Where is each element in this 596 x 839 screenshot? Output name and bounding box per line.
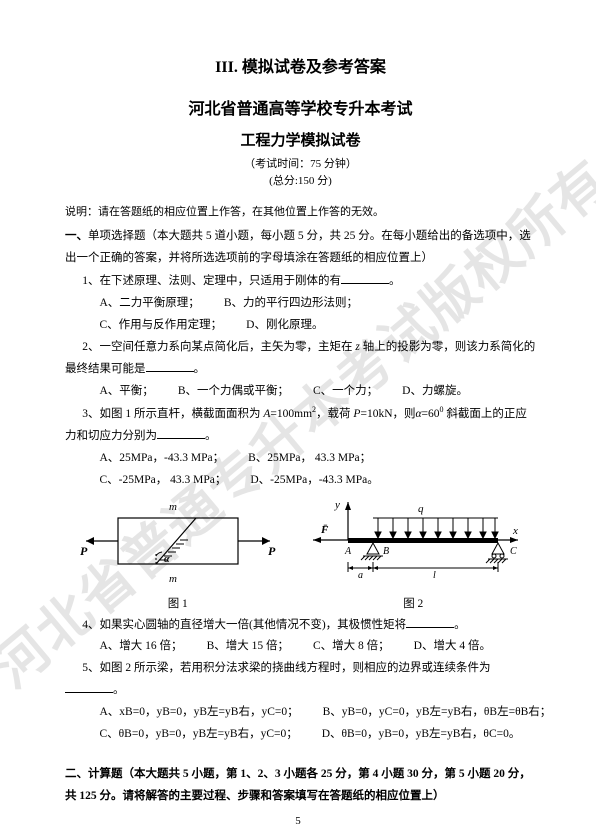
q3-opt-b: B、25MPa， 43.3 MPa； xyxy=(248,448,371,470)
question-5: 5、如图 2 所示梁，若用积分法求梁的挠曲线方程时，则相应的边界或连续条件为。 xyxy=(65,658,536,702)
part2-heading-text: 二、计算题（本大题共 5 小题，第 1、2、3 小题各 25 分，第 4 小题 … xyxy=(65,768,531,802)
q4-opt-a: A、增大 16 倍； xyxy=(100,636,183,658)
q3-opt-d: D、-25MPa，-43.3 MPa。 xyxy=(250,470,378,492)
q1-options-2: C、作用与反作用定理； D、刚化原理。 xyxy=(65,315,536,337)
q4-options: A、增大 16 倍； B、增大 15 倍； C、增大 8 倍； D、增大 4 倍… xyxy=(65,636,536,658)
q3-eq10: =10kN，则 xyxy=(360,408,415,420)
page-number: 5 xyxy=(295,815,301,827)
q5-opt-a: A、xB=0，yB=0，yB左=yB右，yC=0； xyxy=(100,702,299,724)
blank xyxy=(406,617,454,627)
q2-opt-c: C、一个力； xyxy=(313,381,378,403)
meta-time: （考试时间：75 分钟） xyxy=(65,156,536,173)
q4-opt-b: B、增大 15 倍； xyxy=(207,636,289,658)
q1-after: 。 xyxy=(389,275,401,287)
q3-eq100: =100mm xyxy=(270,408,312,420)
q5-opt-b: B、yB=0，yC=0，yB左=yB右，θB左=θB右； xyxy=(323,702,552,724)
q3-opt-c: C、-25MPa， 43.3 MPa； xyxy=(100,470,227,492)
question-2: 2、一空间任意力系向某点简化后，主矢为零，主矩在 z 轴上的投影为零，则该力系简… xyxy=(65,337,536,381)
q5-opt-d: D、θB=0，yB=0，yB左=yB右，θC=0。 xyxy=(322,724,521,746)
q2-options: A、平衡； B、一个力偶或平衡； C、一个力； D、力螺旋。 xyxy=(65,381,536,403)
part1-heading-text: 单项选择题（本大题共 5 道小题，每小题 5 分，共 25 分。在每小题给出的备… xyxy=(65,230,531,264)
blank xyxy=(341,274,389,284)
q5-opt-c: C、θB=0，yB=0，yB左=yB右，yC=0； xyxy=(100,724,298,746)
fig1-p-right: P xyxy=(268,544,276,558)
instruction-note: 说明：请在答题纸的相应位置上作答，在其他位置上作答的无效。 xyxy=(65,203,536,222)
blank xyxy=(146,361,194,371)
fig1-m-bot: m xyxy=(169,573,177,585)
meta-score: (总分:150 分) xyxy=(65,173,536,190)
part1-heading: 一、单项选择题（本大题共 5 道小题，每小题 5 分，共 25 分。在每小题给出… xyxy=(65,226,536,270)
figure-captions: 图 1 图 2 xyxy=(65,595,536,611)
fig2-caption: 图 2 xyxy=(303,595,523,611)
q1-opt-d: D、刚化原理。 xyxy=(246,315,323,337)
fig2-A: A xyxy=(344,546,352,557)
fig2-B: B xyxy=(383,546,389,557)
q3-l1a: 3、如图 1 所示直杆，横截面面积为 xyxy=(82,408,263,420)
q2-opt-b: B、一个力偶或平衡； xyxy=(178,381,289,403)
subject-title: 工程力学模拟试卷 xyxy=(65,129,536,150)
q1-options: A、二力平衡原理； B、力的平行四边形法则； xyxy=(65,293,536,315)
blank xyxy=(65,683,113,693)
fig1-alpha: α xyxy=(164,554,170,565)
q1-opt-c: C、作用与反作用定理； xyxy=(100,315,223,337)
q3-opt-a: A、25MPa，-43.3 MPa； xyxy=(100,448,225,470)
q3-options: A、25MPa，-43.3 MPa； B、25MPa， 43.3 MPa； xyxy=(65,448,536,470)
blank xyxy=(157,429,205,439)
q3-l1b: ，载荷 xyxy=(316,408,353,420)
q5-text: 5、如图 2 所示梁，若用积分法求梁的挠曲线方程时，则相应的边界或连续条件为 xyxy=(82,662,490,674)
q1-text: 1、在下述原理、法则、定理中，只适用于刚体的有 xyxy=(82,275,341,287)
q4-text: 4、如果实心圆轴的直径增大一倍(其他情况不变)，其极惯性矩将 xyxy=(82,619,406,631)
fig1-caption: 图 1 xyxy=(78,595,278,611)
part2-heading: 二、计算题（本大题共 5 小题，第 1、2、3 小题各 25 分，第 4 小题 … xyxy=(65,764,536,808)
question-3: 3、如图 1 所示直杆，横截面面积为 A=100mm2，载荷 P=10kN，则α… xyxy=(65,402,536,448)
q3-options-2: C、-25MPa， 43.3 MPa； D、-25MPa，-43.3 MPa。 xyxy=(65,470,536,492)
q2-text-a: 2、一空间任意力系向某点简化后，主矢为零，主矩在 xyxy=(82,341,355,353)
fig2-a: a xyxy=(358,570,363,581)
q2-opt-d: D、力螺旋。 xyxy=(402,381,468,403)
fig1-p-left: P xyxy=(80,544,88,558)
fig2-x: x xyxy=(512,525,518,537)
q4-opt-d: D、增大 4 倍。 xyxy=(414,636,491,658)
fig2-q: q xyxy=(418,503,424,515)
question-1: 1、在下述原理、法则、定理中，只适用于刚体的有 。 xyxy=(65,271,536,293)
exam-title: 河北省普通高等学校专升本考试 xyxy=(65,95,536,119)
fig2-C: C xyxy=(510,546,517,557)
part1-heading-prefix: 一、 xyxy=(65,230,88,242)
figure-1: m α P P m xyxy=(78,500,278,590)
q3-after: 。 xyxy=(205,430,217,442)
fig2-l: l xyxy=(433,570,436,581)
meta-info: （考试时间：75 分钟） (总分:150 分) xyxy=(65,156,536,189)
q2-after: 。 xyxy=(194,363,206,375)
q5-after: 。 xyxy=(113,684,125,696)
figures-row: m α P P m y F̄ q xyxy=(65,498,536,593)
q4-after: 。 xyxy=(454,619,466,631)
fig2-y: y xyxy=(334,499,340,511)
figure-2: y F̄ q x A B C a xyxy=(303,498,523,593)
q2-opt-a: A、平衡； xyxy=(100,381,154,403)
q3-eq60: =60 xyxy=(422,408,440,420)
section-title: III. 模拟试卷及参考答案 xyxy=(65,53,536,77)
q1-opt-b: B、力的平行四边形法则； xyxy=(224,293,358,315)
q5-options: A、xB=0，yB=0，yB左=yB右，yC=0；B、yB=0，yC=0，yB左… xyxy=(65,702,536,746)
q1-opt-a: A、二力平衡原理； xyxy=(100,293,200,315)
fig1-m-top: m xyxy=(169,501,177,513)
question-4: 4、如果实心圆轴的直径增大一倍(其他情况不变)，其极惯性矩将 。 xyxy=(65,615,536,637)
fig2-F: F̄ xyxy=(320,524,329,536)
q4-opt-c: C、增大 8 倍； xyxy=(313,636,390,658)
